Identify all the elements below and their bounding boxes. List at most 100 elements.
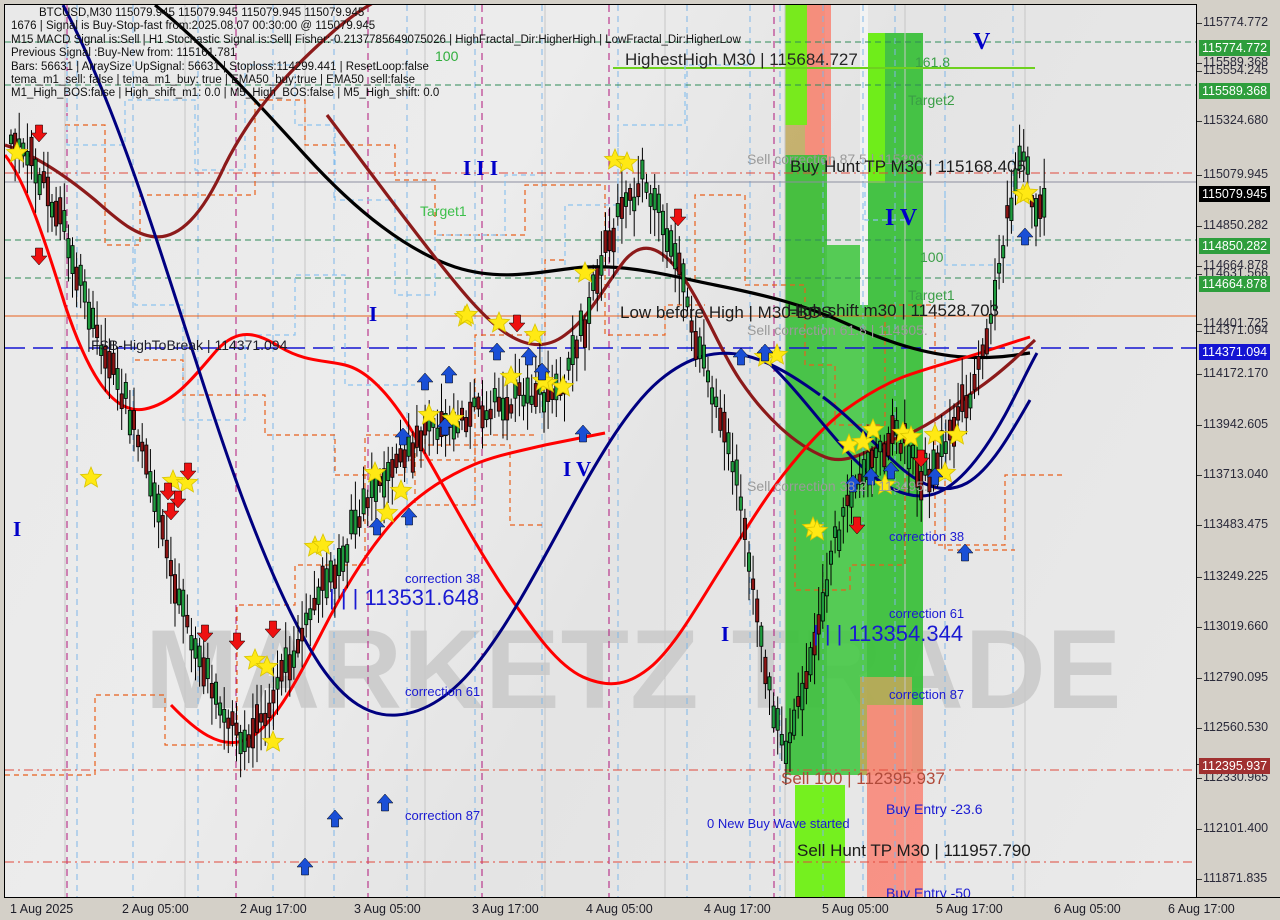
- chart-symbol-line: BTCUSD,M30 115079.945 115079.945 115079.…: [39, 7, 365, 19]
- price-badge[interactable]: 115079.945: [1199, 186, 1271, 202]
- band-lime-mid: [867, 33, 885, 183]
- fib-100-top-label: 100: [435, 48, 459, 64]
- macd-stoch-line: M15 MACD Signal is:Sell | H1 Stochastic …: [11, 33, 741, 46]
- wave-marker-layer: I I I I I I V I I V V: [5, 5, 1196, 898]
- price-tick-mark: [1197, 273, 1202, 275]
- wave-marker-i-lower: I: [721, 622, 730, 646]
- price-badge[interactable]: 115774.772: [1199, 40, 1271, 56]
- target1-mid-label: Target1: [908, 287, 955, 303]
- price-tick-mark: [1197, 121, 1202, 123]
- target1-left-label: Target1: [420, 203, 467, 219]
- price-tick-mark: [1197, 475, 1202, 477]
- bars-arraysize-line: Bars: 56631 | ArraySize UpSignal: 56631 …: [11, 60, 429, 73]
- signal-markers: [5, 124, 1039, 876]
- correction-61-right-label: correction 61: [889, 606, 965, 621]
- price-tick-label: 113019.660: [1203, 619, 1269, 634]
- price-tick-label: 114401.725: [1203, 315, 1269, 330]
- buy-entry-236-label: Buy Entry -23.6: [886, 801, 983, 817]
- wave-marker-iv: I V: [563, 457, 592, 481]
- time-tick-label: 3 Aug 17:00: [472, 902, 539, 916]
- price-tick-label: 111871.835: [1203, 871, 1268, 886]
- sell-correction-38-2-label: Sell correction 38.2 | 113495.: [747, 478, 928, 494]
- sell-hunt-tp-label: Sell Hunt TP M30 | 111957.790: [797, 841, 1031, 860]
- price-badge[interactable]: 112395.937: [1199, 758, 1271, 774]
- fsb-hightobreak-label: FSB-HighToBreak | 114371.094: [91, 337, 288, 353]
- price-badge[interactable]: 114664.878: [1199, 276, 1271, 292]
- new-buy-wave-label: 0 New Buy Wave started: [707, 816, 850, 831]
- time-tick-label: 2 Aug 05:00: [122, 902, 189, 916]
- price-tick-label: 113483.475: [1203, 517, 1269, 532]
- price-tick-label: 115774.772: [1203, 14, 1269, 29]
- fib-161-label: 161.8: [915, 54, 951, 70]
- wave-113531-label: | | | 113531.648: [329, 585, 480, 610]
- wave-marker-iii: I I I: [463, 156, 499, 180]
- price-tick-mark: [1197, 778, 1202, 780]
- price-tick-mark: [1197, 525, 1202, 527]
- highest-high-label: HighestHigh M30 | 115684.727: [625, 50, 858, 69]
- price-tick-label: 115079.945: [1203, 167, 1269, 182]
- time-tick-label: 6 Aug 05:00: [1054, 902, 1121, 916]
- band-white-gap: [860, 5, 868, 305]
- time-tick-label: 5 Aug 05:00: [822, 902, 889, 916]
- price-axis[interactable]: 115774.772 115589.368 115554.245 115324.680…: [1196, 4, 1280, 897]
- wave-113354-label: | | | 113354.344: [813, 621, 964, 646]
- price-badge[interactable]: 115589.368: [1199, 83, 1271, 99]
- price-badge[interactable]: 114371.094: [1199, 344, 1271, 360]
- price-tick-mark: [1197, 828, 1202, 830]
- target2-label: Target2: [908, 92, 955, 108]
- wave-marker-iv-upper: I V: [885, 205, 918, 231]
- time-tick-label: 4 Aug 17:00: [704, 902, 771, 916]
- price-tick-mark: [1197, 576, 1202, 578]
- high-shift-m30-label: High-shift m30 | 114528.703: [787, 301, 1000, 320]
- correction-38-left-label: correction 38: [405, 571, 481, 586]
- time-tick-label: 6 Aug 17:00: [1168, 902, 1235, 916]
- price-tick-label: 113942.605: [1203, 416, 1269, 431]
- time-tick-label: 4 Aug 05:00: [586, 902, 653, 916]
- correction-87-mid-label: correction 87: [405, 808, 481, 823]
- sell-correction-875-label: Sell correction 87.5 | 115298.: [747, 151, 928, 167]
- price-tick-mark: [1197, 63, 1202, 65]
- wave-marker-v: V: [973, 29, 991, 55]
- signal-line: 1676 | Signal is Buy-Stop-fast from:2025…: [11, 20, 376, 33]
- time-axis[interactable]: 1 Aug 2025 2 Aug 05:00 2 Aug 17:00 3 Aug 05…: [4, 897, 1280, 920]
- buy-hunt-tp-label: Buy Hunt TP M30 | 115168.405: [790, 157, 1026, 176]
- candlestick-series: [9, 112, 1047, 785]
- price-tick-mark: [1197, 424, 1202, 426]
- price-tick-label: 114371.094: [1203, 322, 1269, 337]
- price-tick-label: 115589.368: [1203, 55, 1269, 70]
- time-tick-label: 5 Aug 17:00: [936, 902, 1003, 916]
- price-tick-mark: [1197, 71, 1202, 73]
- band-lime-upper: [785, 5, 807, 125]
- price-tick-label: 113249.225: [1203, 568, 1269, 583]
- previous-signal-line: Previous Signal :Buy-New from: 115161.78…: [11, 47, 237, 60]
- time-tick-label: 3 Aug 05:00: [354, 902, 421, 916]
- price-tick-label: 112101.400: [1203, 820, 1269, 835]
- annotation-layer: HighestHigh M30 | 115684.727 161.8 Target2…: [5, 5, 1196, 898]
- sell-correction-61-8-label: Sell correction 61.8 | 114505.: [747, 322, 928, 338]
- time-tick-label: 1 Aug 2025: [10, 902, 74, 916]
- price-tick-label: 113713.040: [1203, 467, 1269, 482]
- price-tick-mark: [1197, 225, 1202, 227]
- price-tick-mark: [1197, 627, 1202, 629]
- low-before-high-label: Low before High | M30-BOS: [620, 303, 833, 322]
- price-tick-label: 114172.170: [1203, 366, 1269, 381]
- price-tick-mark: [1197, 330, 1202, 332]
- sell-100-label: Sell 100 | 112395.937: [781, 769, 945, 788]
- chart-plot-area[interactable]: MARKETZ TRADE: [4, 4, 1196, 898]
- correction-61-mid-label: correction 61: [405, 684, 481, 699]
- price-tick-mark: [1197, 323, 1202, 325]
- price-tick-mark: [1197, 727, 1202, 729]
- price-badge[interactable]: 114850.282: [1199, 238, 1271, 254]
- chart-info-header: BTCUSD,M30 115079.945 115079.945 115079.…: [11, 7, 741, 101]
- price-tick-label: 112790.095: [1203, 669, 1269, 684]
- bos-shift-line: M1_High_BOS:false | High_shift_m1: 0.0 |…: [11, 87, 440, 100]
- price-tick-label: 114664.878: [1203, 258, 1269, 273]
- price-tick-label: 114850.282: [1203, 217, 1269, 232]
- correction-38-right-label: correction 38: [889, 529, 965, 544]
- band-lime-lower: [795, 785, 845, 898]
- price-tick-label: 115324.680: [1203, 113, 1269, 128]
- wave-marker-i-left: I: [13, 517, 22, 541]
- price-tick-mark: [1197, 22, 1202, 24]
- tema-ema-line: tema_m1_sell: false | tema_m1_buy: true …: [11, 74, 415, 87]
